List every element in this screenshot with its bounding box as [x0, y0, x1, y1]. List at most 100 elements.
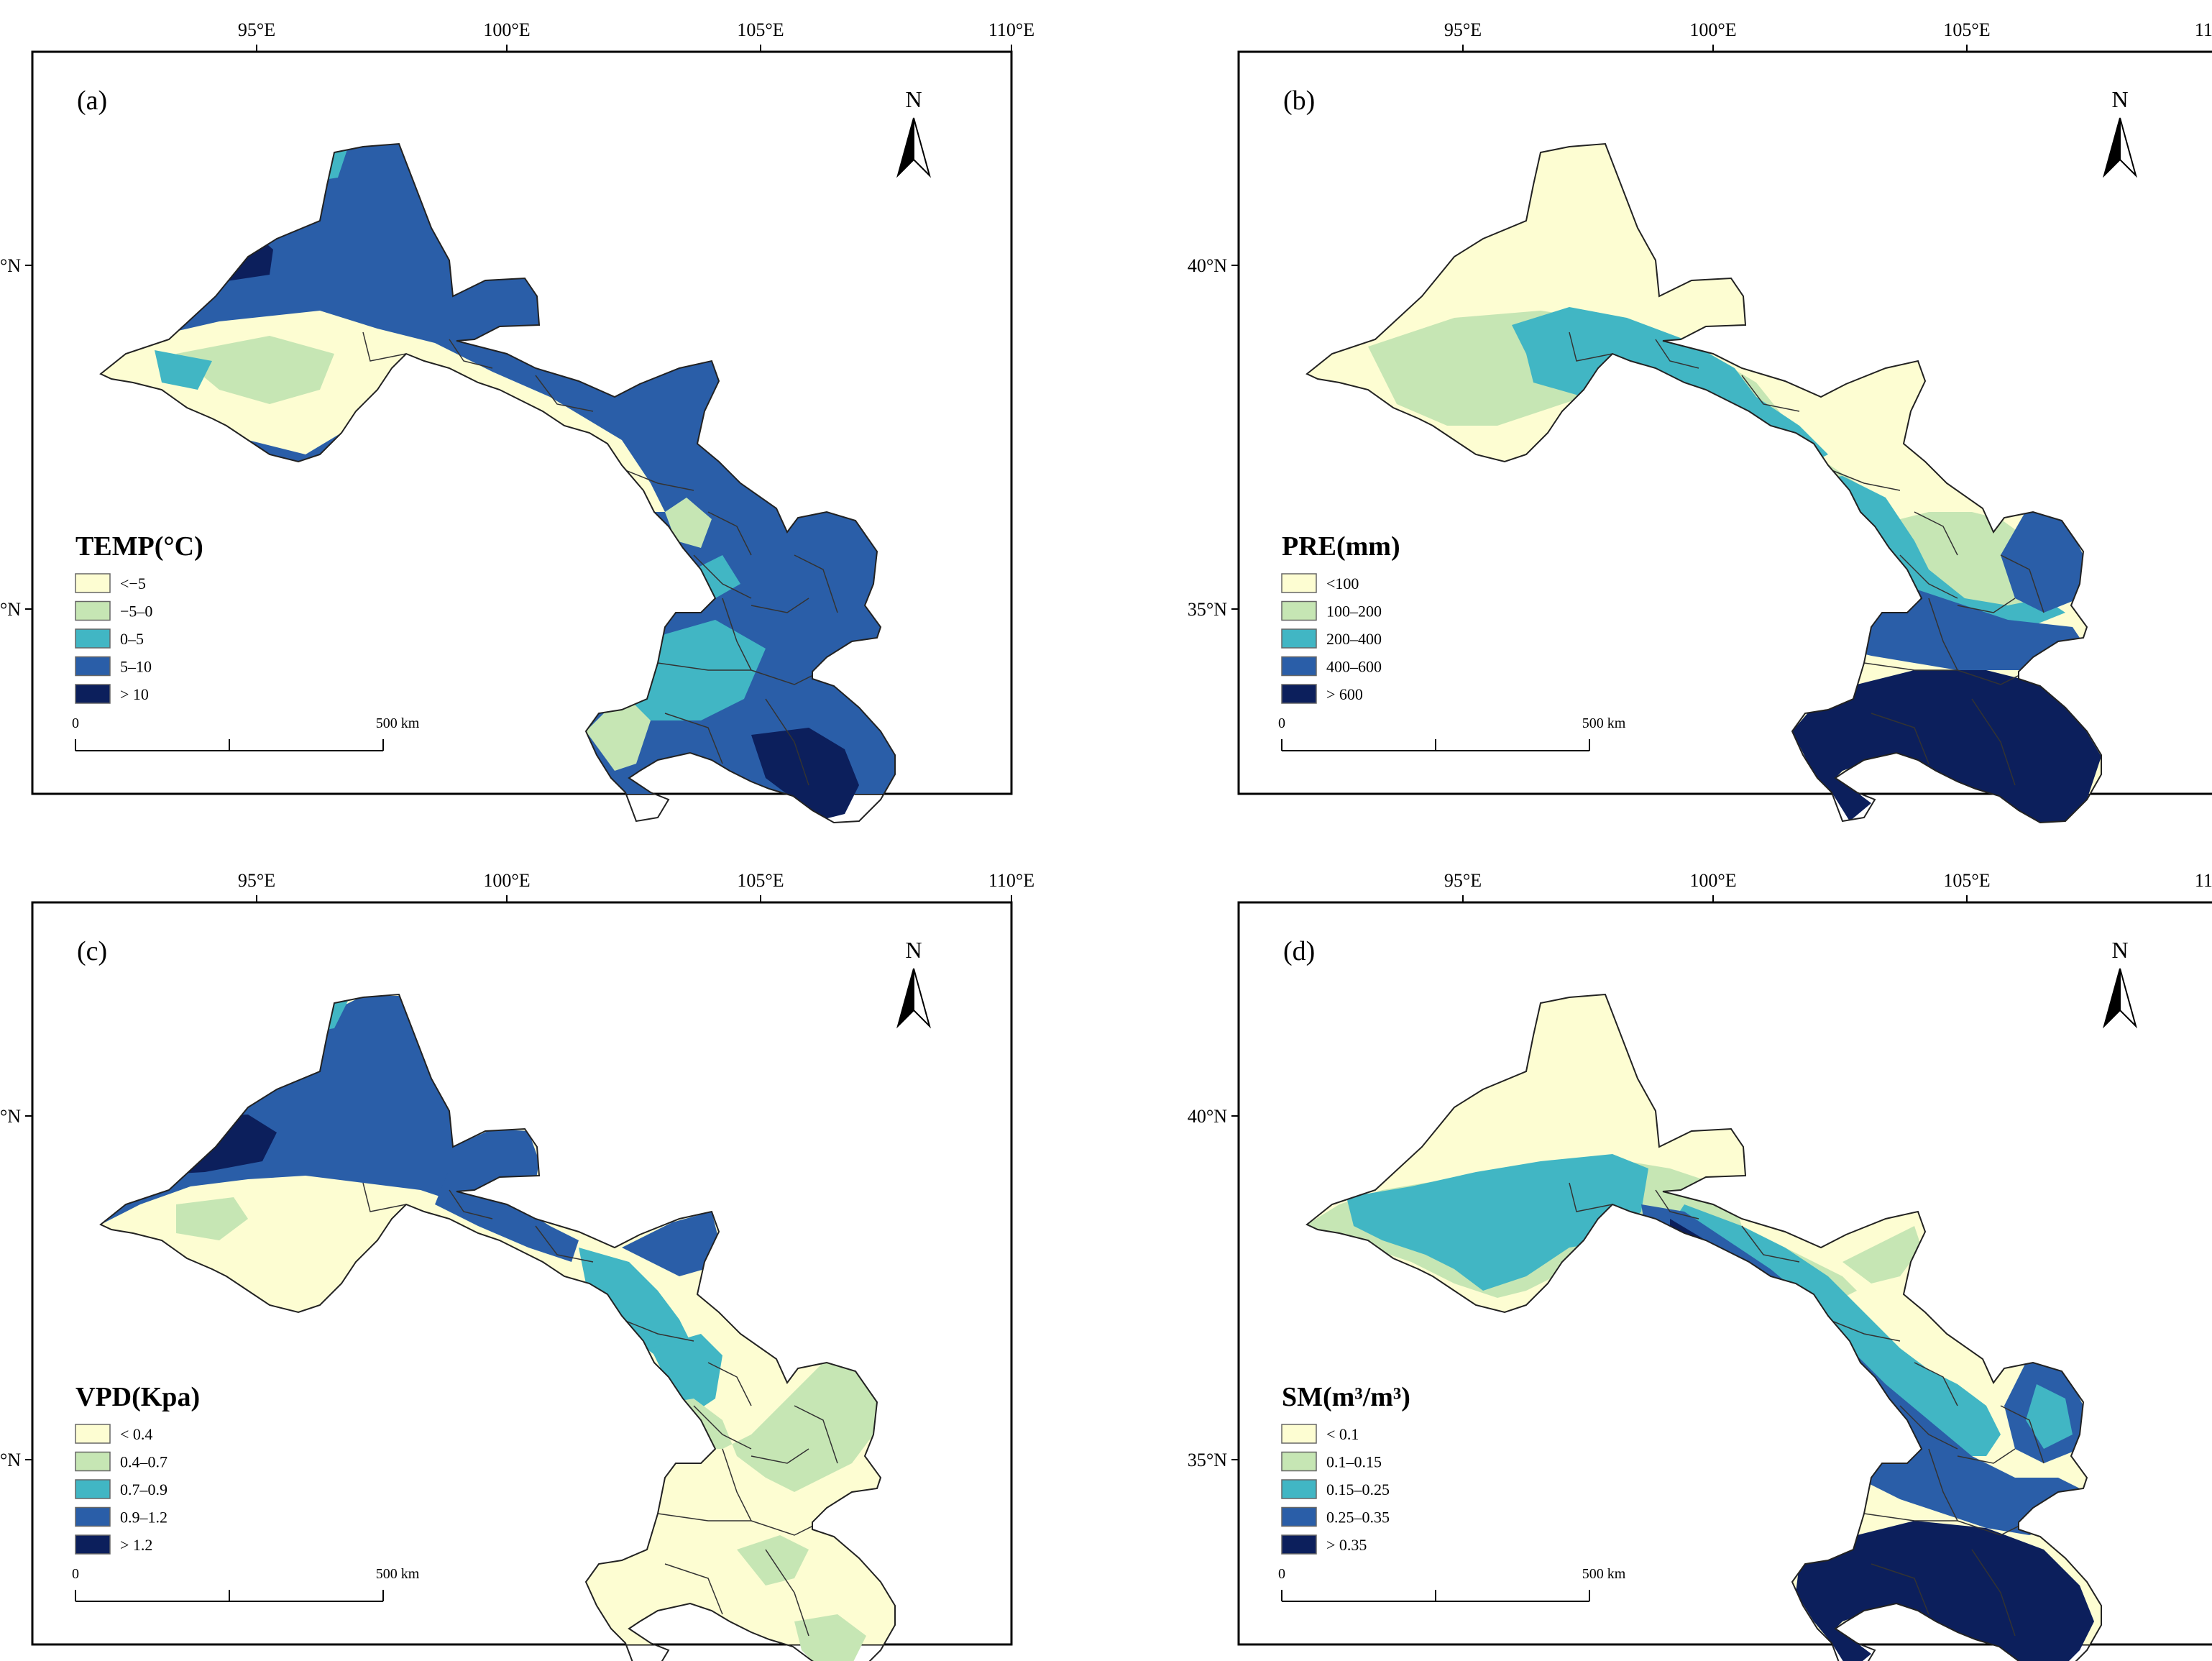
map-frame — [1237, 901, 2212, 1646]
panel-label: (c) — [77, 936, 107, 966]
district-border — [1928, 598, 1958, 671]
zone-area — [651, 1363, 881, 1492]
legend-label: < 0.4 — [120, 1425, 152, 1443]
district-border — [751, 598, 809, 613]
district-border — [657, 662, 751, 671]
legend-label: < 0.1 — [1326, 1425, 1359, 1443]
district-border — [765, 698, 809, 786]
scale-bar: 0 500 km — [72, 1566, 420, 1602]
lon-tick-label: 95°E — [1444, 870, 1482, 891]
scale-bar: 0 500 km — [1278, 715, 1626, 751]
district-border — [1957, 1448, 2016, 1464]
lon-tick-label: 110°E — [2195, 19, 2212, 40]
zone-area — [1346, 1154, 1648, 1291]
lat-tick-label: 35°N — [1188, 1450, 1227, 1470]
district-border — [535, 375, 594, 412]
legend-swatch — [1281, 1451, 1317, 1472]
legend-swatch — [1281, 656, 1317, 677]
legend-swatch — [1281, 1506, 1317, 1527]
district-border — [707, 511, 752, 556]
internal-borders — [362, 331, 838, 786]
district-border — [765, 1549, 809, 1637]
zone-area — [155, 350, 212, 390]
lon-tick-label: 95°E — [238, 870, 275, 891]
legend-label: > 1.2 — [120, 1536, 152, 1554]
north-arrow-right — [2119, 968, 2137, 1029]
map-panel-a: 95°E 100°E 105°E 110°E 40°N 35°N (a) N TEMP(°C) <… — [0, 19, 1034, 823]
legend-swatch — [75, 656, 111, 677]
district-border — [1928, 1448, 1958, 1522]
lon-tick-label: 110°E — [988, 870, 1034, 891]
lat-tick-label: 40°N — [0, 255, 21, 276]
district-border — [707, 1362, 752, 1406]
district-border — [1971, 698, 2016, 786]
lat-tick-label: 35°N — [0, 599, 21, 620]
north-arrow-right — [913, 117, 931, 178]
district-border — [1655, 1189, 1699, 1220]
scale-start-label: 0 — [1278, 715, 1285, 731]
district-border — [1899, 1405, 1958, 1450]
legend-swatch — [75, 1534, 111, 1555]
district-border — [1655, 339, 1699, 369]
zone-area — [2026, 1384, 2073, 1449]
lat-tick-label: 40°N — [1188, 1106, 1227, 1127]
lon-tick-label: 100°E — [1689, 870, 1736, 891]
district-border — [722, 598, 752, 671]
scale-start-label: 0 — [1278, 1566, 1285, 1582]
north-label: N — [2111, 937, 2128, 963]
scale-bar: 0 500 km — [72, 715, 420, 751]
zone-area — [794, 1614, 866, 1661]
legend-swatch — [75, 1451, 111, 1472]
lon-tick-label: 105°E — [1943, 19, 1990, 40]
legend-swatch — [1281, 600, 1317, 621]
legend-title: TEMP(°C) — [75, 531, 203, 562]
lon-tick-label: 95°E — [238, 19, 275, 40]
zone-area — [665, 498, 712, 548]
district-border — [449, 339, 493, 369]
district-border — [2000, 1405, 2045, 1464]
map-frame — [1237, 50, 2212, 795]
north-label: N — [905, 937, 922, 963]
district-border — [693, 554, 752, 599]
legend-label: <100 — [1326, 575, 1359, 592]
legend-swatch — [1281, 628, 1317, 649]
district-border — [362, 1182, 407, 1212]
zone-area — [176, 336, 334, 404]
north-arrow-icon: N — [2103, 937, 2137, 1029]
map-panel-b: 95°E 100°E 105°E 110°E 40°N 35°N (b) N PRE(mm) <1… — [1188, 19, 2212, 823]
legend-title: SM(m³/m³) — [1282, 1382, 1410, 1412]
district-border — [1569, 331, 1613, 362]
lon-tick-label: 105°E — [737, 870, 784, 891]
legend-title: VPD(Kpa) — [75, 1382, 200, 1412]
legend-swatch — [75, 1479, 111, 1499]
district-border — [1971, 1549, 2016, 1637]
panel-label: (d) — [1283, 936, 1315, 966]
legend-label: 0.25–0.35 — [1326, 1509, 1390, 1527]
district-border — [535, 1225, 594, 1263]
zone-area — [1842, 1226, 1922, 1284]
legend-label: <−5 — [120, 575, 146, 592]
legend-swatch — [75, 628, 111, 649]
panel-label: (b) — [1283, 86, 1315, 116]
legend-swatch — [75, 1506, 111, 1527]
lon-tick-label: 105°E — [737, 19, 784, 40]
map-panel-d: 95°E 100°E 105°E 110°E 40°N 35°N (d) N SM(m³/m³)… — [1188, 870, 2212, 1661]
scale-end-label: 500 km — [376, 715, 420, 731]
north-arrow-icon: N — [896, 86, 931, 178]
legend-swatch — [75, 1424, 111, 1444]
district-border — [1899, 554, 1958, 599]
north-arrow-right — [913, 968, 931, 1029]
lat-tick-label: 40°N — [1188, 255, 1227, 276]
legend-swatch — [75, 600, 111, 621]
district-border — [1741, 375, 1800, 412]
district-border — [1914, 1362, 1958, 1406]
scale-end-label: 500 km — [1582, 715, 1626, 731]
north-arrow-icon: N — [2103, 86, 2137, 178]
lon-tick-label: 110°E — [988, 19, 1034, 40]
map-frame — [31, 901, 1013, 1646]
legend-label: 0.15–0.25 — [1326, 1481, 1390, 1498]
zone-area — [1796, 1521, 2094, 1661]
zone-area — [2001, 505, 2083, 613]
lon-tick-label: 105°E — [1943, 870, 1990, 891]
